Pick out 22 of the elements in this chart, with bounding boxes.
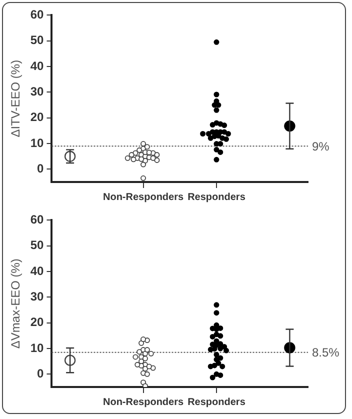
x-tick-label: Non-Responders bbox=[102, 396, 184, 408]
x-tick-label: Non-Responders bbox=[102, 192, 184, 203]
ref-line-label: 9% bbox=[312, 139, 330, 154]
ref-line-label: 8.5% bbox=[312, 346, 340, 360]
y-tick-label: 60 bbox=[30, 212, 44, 227]
y-tick-label: 30 bbox=[30, 289, 44, 304]
x-tick-label: Responders bbox=[188, 396, 246, 408]
y-tick-label: 0 bbox=[37, 161, 44, 176]
y-tick-label: 10 bbox=[30, 136, 44, 150]
y-tick-label: 50 bbox=[30, 238, 44, 252]
y-tick-label: 50 bbox=[30, 33, 44, 48]
y-axis-title: ΔVmax-EEO (%) bbox=[8, 258, 23, 349]
y-tick-label: 0 bbox=[37, 366, 44, 380]
y-tick-label: 30 bbox=[30, 84, 44, 98]
y-tick-label: 40 bbox=[30, 58, 44, 73]
y-tick-label: 20 bbox=[30, 315, 44, 330]
y-tick-label: 60 bbox=[30, 8, 44, 22]
y-axis-title: ΔITV-EEO (%) bbox=[8, 60, 23, 138]
y-tick-label: 20 bbox=[30, 110, 44, 124]
y-tick-label: 10 bbox=[30, 340, 44, 355]
y-tick-label: 40 bbox=[30, 264, 44, 278]
x-tick-label: Responders bbox=[188, 192, 246, 203]
